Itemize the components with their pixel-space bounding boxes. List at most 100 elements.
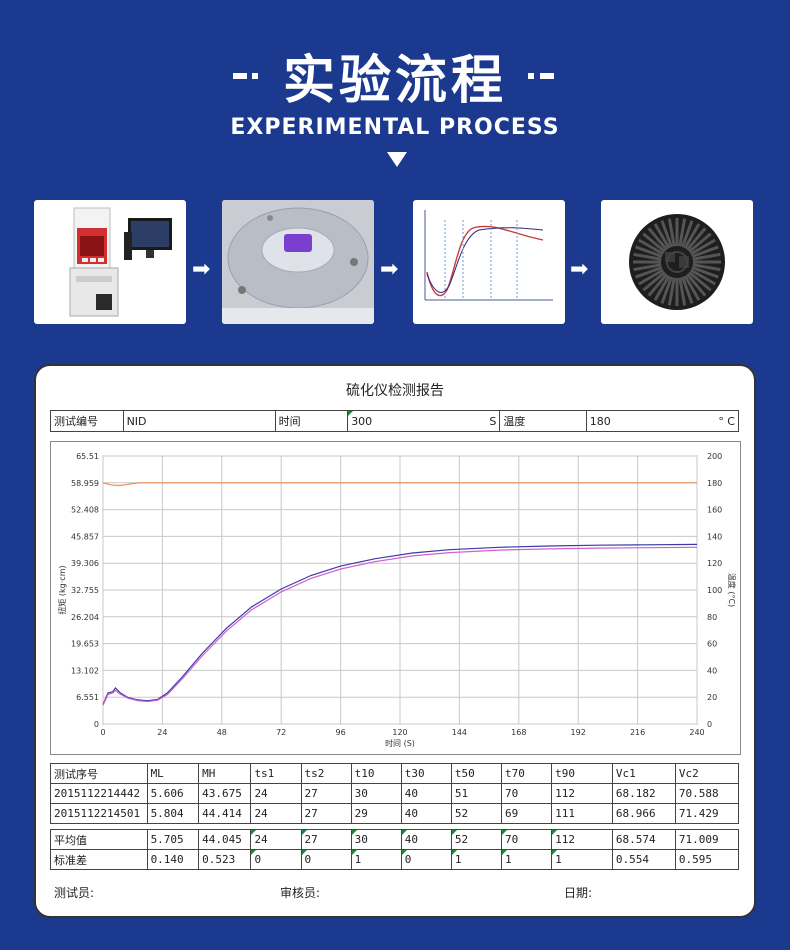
table-header-row-cell: MH	[198, 763, 252, 784]
std-dev-row-cell: 0.595	[674, 849, 740, 870]
table-header-row-cell: ts2	[300, 763, 352, 784]
x-tick-label: 120	[392, 728, 407, 737]
test-id-value: NID	[122, 410, 276, 432]
y-tick-label: 26.204	[71, 613, 99, 622]
rheometer-machine-image	[69, 207, 172, 317]
table-row-cell: 112	[551, 783, 613, 804]
step-vulcanized-sample	[601, 200, 753, 324]
std-dev-row-cell: 1	[551, 849, 613, 870]
date-label: 日期:	[564, 886, 593, 900]
table-row-cell: 5.804	[146, 803, 200, 824]
table-row-cell: 43.675	[198, 783, 252, 804]
y2-tick-label: 200	[707, 452, 722, 461]
table-row-cell: 70.588	[674, 783, 740, 804]
report-title: 硫化仪检测报告	[346, 383, 444, 399]
table-row-cell: 70	[500, 783, 553, 804]
table-row-cell: 30	[350, 783, 402, 804]
average-row-cell: 24	[250, 829, 302, 850]
arrow-right-icon: ➡	[380, 257, 399, 282]
average-row-cell: 27	[300, 829, 352, 850]
table-header-row-cell: t70	[500, 763, 553, 784]
title-deco-right	[540, 73, 554, 79]
page-subtitle: EXPERIMENTAL PROCESS	[230, 115, 560, 140]
temperature-unit: ° C	[702, 410, 740, 432]
series-line-2	[102, 546, 698, 706]
table-row-cell: 24	[250, 783, 302, 804]
x-tick-label: 192	[571, 728, 586, 737]
average-row-cell: 52	[450, 829, 502, 850]
y-tick-label: 58.959	[71, 479, 99, 488]
x-tick-label: 216	[630, 728, 645, 737]
report-info-table: 测试编号 NID 时间 300 S 温度 180 ° C	[50, 410, 740, 432]
table-row-cell: 69	[500, 803, 553, 824]
title-deco-left-dot	[252, 73, 258, 79]
y2-tick-label: 0	[707, 720, 712, 729]
average-row: 平均值 5.705 44.045 24 27 30 40 52 70 112 68.574 71.00…	[50, 829, 740, 850]
y-tick-label: 6.551	[76, 693, 99, 702]
std-dev-row-cell: 0.554	[611, 849, 676, 870]
x-tick-label: 96	[336, 728, 346, 737]
table-row-cell: 2015112214442	[50, 783, 148, 804]
table-row-cell: 51	[450, 783, 502, 804]
y-tick-label: 0	[94, 720, 99, 729]
y-axis-label: 扭矩 (kg·cm)	[57, 565, 67, 614]
std-dev-row-cell: 0.140	[146, 849, 200, 870]
title-deco-right-dot	[528, 73, 534, 79]
average-row-cell: 平均值	[50, 829, 148, 850]
y-tick-label: 52.408	[71, 506, 99, 515]
average-row-cell: 112	[551, 829, 613, 850]
std-dev-row-cell: 1	[450, 849, 502, 870]
y-tick-label: 45.857	[71, 532, 99, 541]
average-row-cell: 5.705	[146, 829, 200, 850]
y-tick-label: 19.653	[71, 640, 99, 649]
y-tick-label: 65.51	[76, 452, 99, 461]
cure-chart: 0 24 48 72 96 120 144 168 192 216 240 0 6.551 13.102 1…	[50, 441, 741, 755]
temperature-label: 温度	[499, 410, 587, 432]
step-rheometer-machine	[34, 200, 186, 324]
std-dev-row-cell: 1	[350, 849, 402, 870]
table-header-row-cell: ML	[146, 763, 200, 784]
table-row-cell: 2015112214501	[50, 803, 148, 824]
table-row-cell: 111	[551, 803, 613, 824]
arrow-right-icon: ➡	[570, 257, 589, 282]
x-tick-label: 48	[217, 728, 227, 737]
std-dev-row-cell: 0	[250, 849, 302, 870]
series-line-3	[102, 482, 697, 487]
table-row-cell: 52	[450, 803, 502, 824]
y2-tick-label: 40	[707, 666, 717, 675]
step-sample-in-mold	[222, 200, 374, 324]
std-dev-row-cell: 0	[300, 849, 352, 870]
std-dev-row-cell: 0.523	[198, 849, 252, 870]
x-tick-label: 144	[452, 728, 467, 737]
table-header-row-cell: ts1	[250, 763, 302, 784]
vulcanized-sample-image	[629, 214, 725, 310]
sample-mold-image	[222, 200, 374, 324]
x-axis-label: 时间 (S)	[385, 738, 415, 748]
table-header-row-cell: Vc1	[611, 763, 676, 784]
time-value: 300	[347, 410, 464, 432]
tester-label: 测试员:	[54, 886, 95, 900]
table-row-cell: 44.414	[198, 803, 252, 824]
reviewer-label: 审核员:	[280, 886, 321, 900]
average-row-cell: 44.045	[198, 829, 252, 850]
cure-chart-svg: 0 24 48 72 96 120 144 168 192 216 24006.55113.1021…	[57, 452, 737, 748]
std-dev-row-cell: 1	[500, 849, 553, 870]
y2-tick-label: 60	[707, 640, 717, 649]
series-line-1	[102, 543, 698, 705]
down-arrow-icon	[387, 152, 407, 167]
x-tick-label: 168	[511, 728, 526, 737]
title-deco-left	[233, 73, 247, 79]
average-row-cell: 40	[400, 829, 452, 850]
test-report: 硫化仪检测报告 测试编号 NID 时间 300 S 温度 180 ° C 0 24…	[34, 364, 756, 918]
y2-tick-label: 20	[707, 693, 717, 702]
x-tick-label: 72	[276, 728, 286, 737]
average-row-cell: 71.009	[674, 829, 740, 850]
table-row: 2015112214501 5.804 44.414 24 27 29 40 52 69 111 6…	[50, 803, 740, 824]
y2-tick-label: 100	[707, 586, 722, 595]
table-row-cell: 5.606	[146, 783, 200, 804]
table-header-row-cell: t50	[450, 763, 502, 784]
table-row-cell: 68.182	[611, 783, 676, 804]
table-row-cell: 27	[300, 783, 352, 804]
std-dev-row-cell: 0	[400, 849, 452, 870]
step-cure-curve-diagram	[413, 200, 565, 324]
